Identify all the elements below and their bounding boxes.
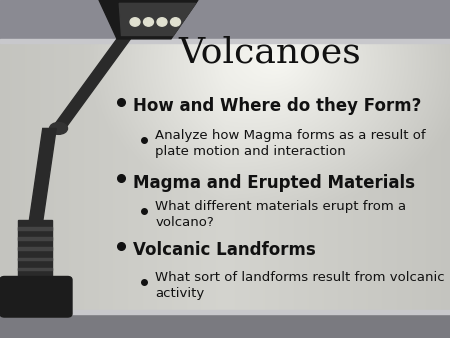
Bar xyxy=(0,0,450,39)
Bar xyxy=(0,314,450,338)
Bar xyxy=(18,227,52,230)
Text: Volcanic Landforms: Volcanic Landforms xyxy=(133,241,315,259)
Ellipse shape xyxy=(144,18,153,26)
Polygon shape xyxy=(52,39,130,128)
Bar xyxy=(18,247,52,250)
Bar xyxy=(0,39,450,43)
Polygon shape xyxy=(99,0,198,39)
Ellipse shape xyxy=(50,122,68,134)
Ellipse shape xyxy=(157,18,167,26)
Bar xyxy=(18,258,52,260)
Bar xyxy=(0,310,450,314)
Ellipse shape xyxy=(130,18,140,26)
Polygon shape xyxy=(119,3,196,35)
Text: How and Where do they Form?: How and Where do they Form? xyxy=(133,97,421,116)
Text: Magma and Erupted Materials: Magma and Erupted Materials xyxy=(133,173,415,192)
FancyBboxPatch shape xyxy=(0,276,72,317)
Bar xyxy=(18,268,52,270)
Bar xyxy=(18,237,52,240)
Text: Volcanoes: Volcanoes xyxy=(179,35,361,69)
Text: What different materials erupt from a
volcano?: What different materials erupt from a vo… xyxy=(155,200,406,230)
Text: What sort of landforms result from volcanic
activity: What sort of landforms result from volca… xyxy=(155,271,445,300)
Ellipse shape xyxy=(171,18,180,26)
Polygon shape xyxy=(27,128,56,237)
Bar xyxy=(18,220,52,287)
Text: Analyze how Magma forms as a result of
plate motion and interaction: Analyze how Magma forms as a result of p… xyxy=(155,129,426,159)
